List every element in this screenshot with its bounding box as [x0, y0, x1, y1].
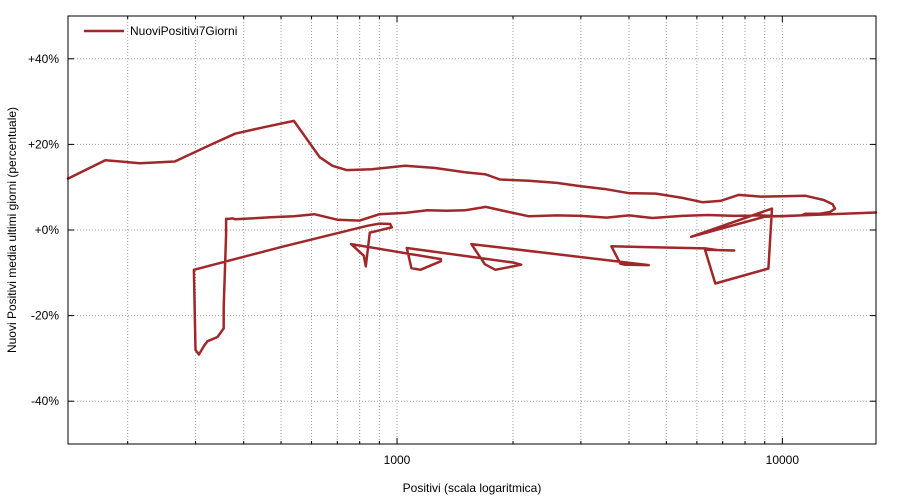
x-tick-label: 10000 — [766, 453, 800, 467]
series-line — [66, 119, 878, 356]
x-axis-title: Positivi (scala logaritmica) — [403, 481, 542, 495]
y-axis-title: Nuovi Positivi media ultimi giorni (perc… — [5, 107, 19, 353]
y-tick-label: +0% — [35, 223, 60, 237]
y-tick-label: +20% — [28, 137, 59, 151]
y-tick-label: -40% — [31, 394, 59, 408]
series-layer — [66, 119, 878, 356]
x-tick-label: 1000 — [384, 453, 411, 467]
axis-ticks: +40% +20% +0% -20% -40% 1000 10000 — [28, 16, 876, 467]
y-tick-label: +40% — [28, 52, 59, 66]
legend-label: NuoviPositivi7Giorni — [130, 24, 237, 38]
plot-frame — [67, 15, 877, 445]
y-tick-label: -20% — [31, 309, 59, 323]
legend: NuoviPositivi7Giorni — [84, 24, 237, 38]
